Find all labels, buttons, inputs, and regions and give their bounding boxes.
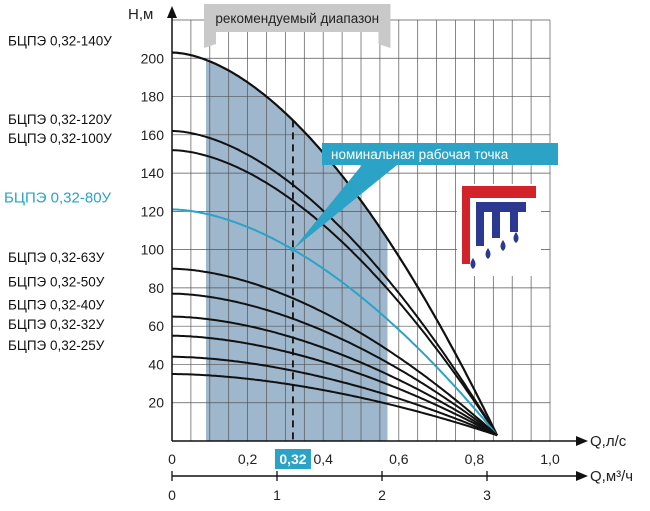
x-tick-label: 0 bbox=[168, 451, 176, 467]
logo-water-drop-icon bbox=[485, 248, 491, 259]
nominal-callout-box bbox=[322, 143, 558, 165]
recommended-range-area bbox=[206, 59, 388, 442]
series-label: БЦПЭ 0,32-25У bbox=[8, 338, 105, 353]
series-curve bbox=[172, 334, 498, 437]
y-tick-label: 180 bbox=[141, 89, 165, 105]
x2-axis-arrow-icon bbox=[576, 471, 588, 481]
series-curve bbox=[171, 149, 498, 436]
x2-tick-label: 1 bbox=[273, 487, 281, 503]
logo-red-frame-icon bbox=[462, 186, 536, 264]
nominal-point-marker bbox=[290, 246, 296, 252]
x-axis-arrow-icon bbox=[576, 436, 588, 446]
series-curve bbox=[171, 292, 498, 437]
series-label: БЦПЭ 0,32-63У bbox=[8, 250, 105, 265]
x2-tick-label: 0 bbox=[168, 487, 176, 503]
x2-axis-title: Q,м³/ч bbox=[590, 468, 633, 485]
recommended-range-banner bbox=[204, 4, 391, 48]
x-tick-label: 0,2 bbox=[238, 451, 258, 467]
series-curve bbox=[172, 373, 498, 437]
x-tick-label: 0,4 bbox=[313, 451, 333, 467]
series-label: БЦПЭ 0,32-32У bbox=[8, 317, 105, 332]
y-tick-label: 200 bbox=[141, 50, 165, 66]
nominal-callout-pointer bbox=[292, 165, 397, 250]
y-tick-label: 160 bbox=[141, 127, 165, 143]
y-axis-arrow-icon bbox=[167, 6, 177, 18]
series-curve bbox=[172, 315, 498, 437]
series-label: БЦПЭ 0,32-80У bbox=[4, 189, 112, 206]
y-tick-label: 120 bbox=[141, 203, 165, 219]
y-tick-label: 80 bbox=[148, 280, 164, 296]
series-curve bbox=[172, 355, 498, 437]
logo-water-drop-icon bbox=[500, 240, 506, 251]
series-curve bbox=[172, 267, 498, 437]
y-tick-label: 60 bbox=[148, 318, 164, 334]
logo-water-drop-icon bbox=[470, 258, 476, 269]
recommended-range-label: рекомендуемый диапазон bbox=[215, 11, 379, 26]
x-tick-label: 1,0 bbox=[540, 451, 560, 467]
x-tick-label: 0,8 bbox=[465, 451, 485, 467]
y-axis-title: H,м bbox=[128, 6, 153, 23]
x-tick-label: 0,6 bbox=[389, 451, 409, 467]
series-curve bbox=[171, 51, 499, 436]
series-curve bbox=[171, 208, 498, 436]
logo-blue-symbol-icon bbox=[476, 202, 526, 246]
x-axis-title: Q,л/с bbox=[590, 433, 627, 450]
x2-tick-label: 2 bbox=[378, 487, 386, 503]
series-label: БЦПЭ 0,32-140У bbox=[8, 34, 112, 49]
series-label: БЦПЭ 0,32-50У bbox=[8, 275, 105, 290]
y-tick-label: 20 bbox=[148, 395, 164, 411]
series-label: БЦПЭ 0,32-40У bbox=[8, 298, 105, 313]
x2-tick-label: 3 bbox=[483, 487, 491, 503]
series-curve bbox=[172, 130, 498, 436]
series-label: БЦПЭ 0,32-100У bbox=[8, 131, 112, 146]
y-tick-label: 40 bbox=[148, 356, 164, 372]
y-tick-label: 140 bbox=[141, 165, 165, 181]
logo-water-drop-icon bbox=[513, 232, 519, 243]
y-tick-label: 100 bbox=[141, 242, 165, 258]
series-label: БЦПЭ 0,32-120У bbox=[8, 112, 112, 127]
nominal-q-tick-label: 0,32 bbox=[279, 451, 306, 467]
nominal-q-tick-box bbox=[274, 449, 311, 469]
nominal-callout-label: номинальная рабочая точка bbox=[331, 147, 509, 162]
